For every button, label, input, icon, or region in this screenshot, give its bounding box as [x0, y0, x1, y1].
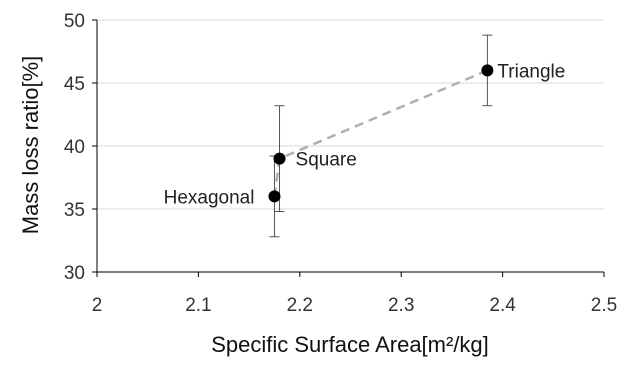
x-tick-label-2.4: 2.4	[489, 295, 516, 316]
data-point-triangle	[481, 64, 494, 77]
x-tick-label-2.3: 2.3	[388, 295, 414, 316]
axes	[92, 19, 605, 277]
data-point-square	[273, 152, 286, 165]
x-tick-label-2.2: 2.2	[287, 295, 313, 316]
point-label-triangle: Triangle	[497, 61, 565, 82]
y-axis-title: Mass loss ratio[%]	[18, 56, 43, 235]
data-points	[268, 64, 494, 203]
trendline	[273, 69, 488, 197]
point-label-square: Square	[296, 150, 357, 171]
tick-labels: 30 35 40 45 50 2 2.1 2.2 2.3 2.4 2.5	[64, 11, 617, 316]
x-axis-title: Specific Surface Area[m²/kg]	[211, 332, 489, 357]
y-tick-label-50: 50	[64, 11, 85, 32]
x-tick-label-2.1: 2.1	[185, 295, 211, 316]
point-label-hexagonal: Hexagonal	[164, 187, 255, 208]
y-tick-label-40: 40	[64, 137, 85, 158]
y-tick-label-30: 30	[64, 263, 85, 284]
error-bars	[269, 34, 493, 238]
x-tick-label-2: 2	[92, 295, 103, 316]
y-tick-label-45: 45	[64, 74, 85, 95]
trendline-path	[273, 69, 488, 197]
point-labels: Hexagonal Square Triangle	[164, 61, 566, 208]
y-tick-label-35: 35	[64, 200, 85, 221]
data-point-hexagonal	[268, 190, 281, 203]
x-tick-label-2.5: 2.5	[591, 295, 617, 316]
grid-lines	[97, 19, 604, 210]
